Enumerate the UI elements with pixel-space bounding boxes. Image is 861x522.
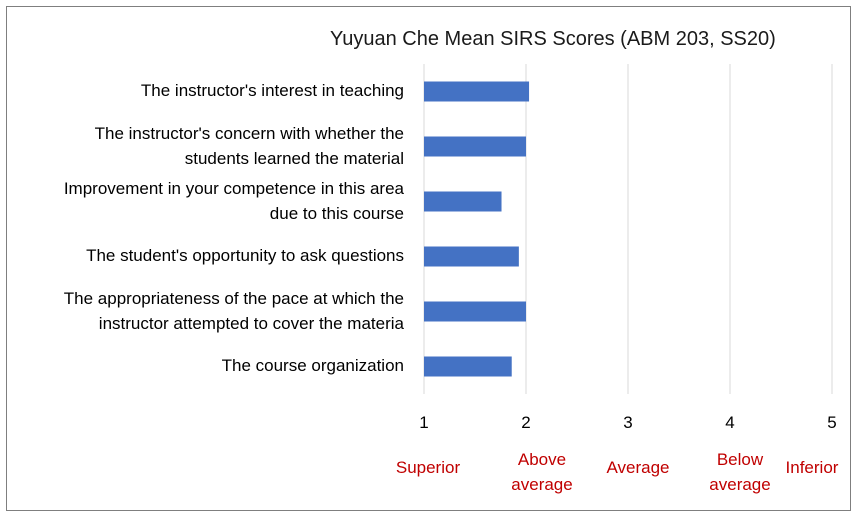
x-tick-label: 1: [419, 413, 428, 432]
category-label: The appropriateness of the pace at which…: [63, 288, 404, 333]
category-label: The instructor's interest in teaching: [140, 81, 404, 100]
category-label: The student's opportunity to ask questio…: [86, 246, 404, 265]
rating-label: Above average: [511, 450, 573, 494]
category-label: Improvement in your competence in this a…: [63, 178, 404, 223]
bar: [424, 356, 512, 377]
category-label: The course organization: [221, 356, 404, 375]
x-tick-label: 2: [521, 413, 530, 432]
x-tick-label: 4: [725, 413, 734, 432]
bar: [424, 81, 530, 102]
bar: [424, 301, 526, 322]
bar: [424, 191, 502, 212]
bar: [424, 246, 519, 267]
x-tick-label: 5: [827, 413, 836, 432]
rating-label: Average: [606, 458, 670, 477]
x-tick-label: 3: [623, 413, 632, 432]
category-label: The instructor's concern with whether th…: [94, 123, 404, 168]
bar: [424, 136, 526, 157]
rating-label: Below average: [709, 450, 771, 494]
chart-title: Yuyuan Che Mean SIRS Scores (ABM 203, SS…: [330, 28, 776, 50]
rating-label: Superior: [395, 458, 461, 477]
rating-label: Inferior: [785, 458, 839, 477]
